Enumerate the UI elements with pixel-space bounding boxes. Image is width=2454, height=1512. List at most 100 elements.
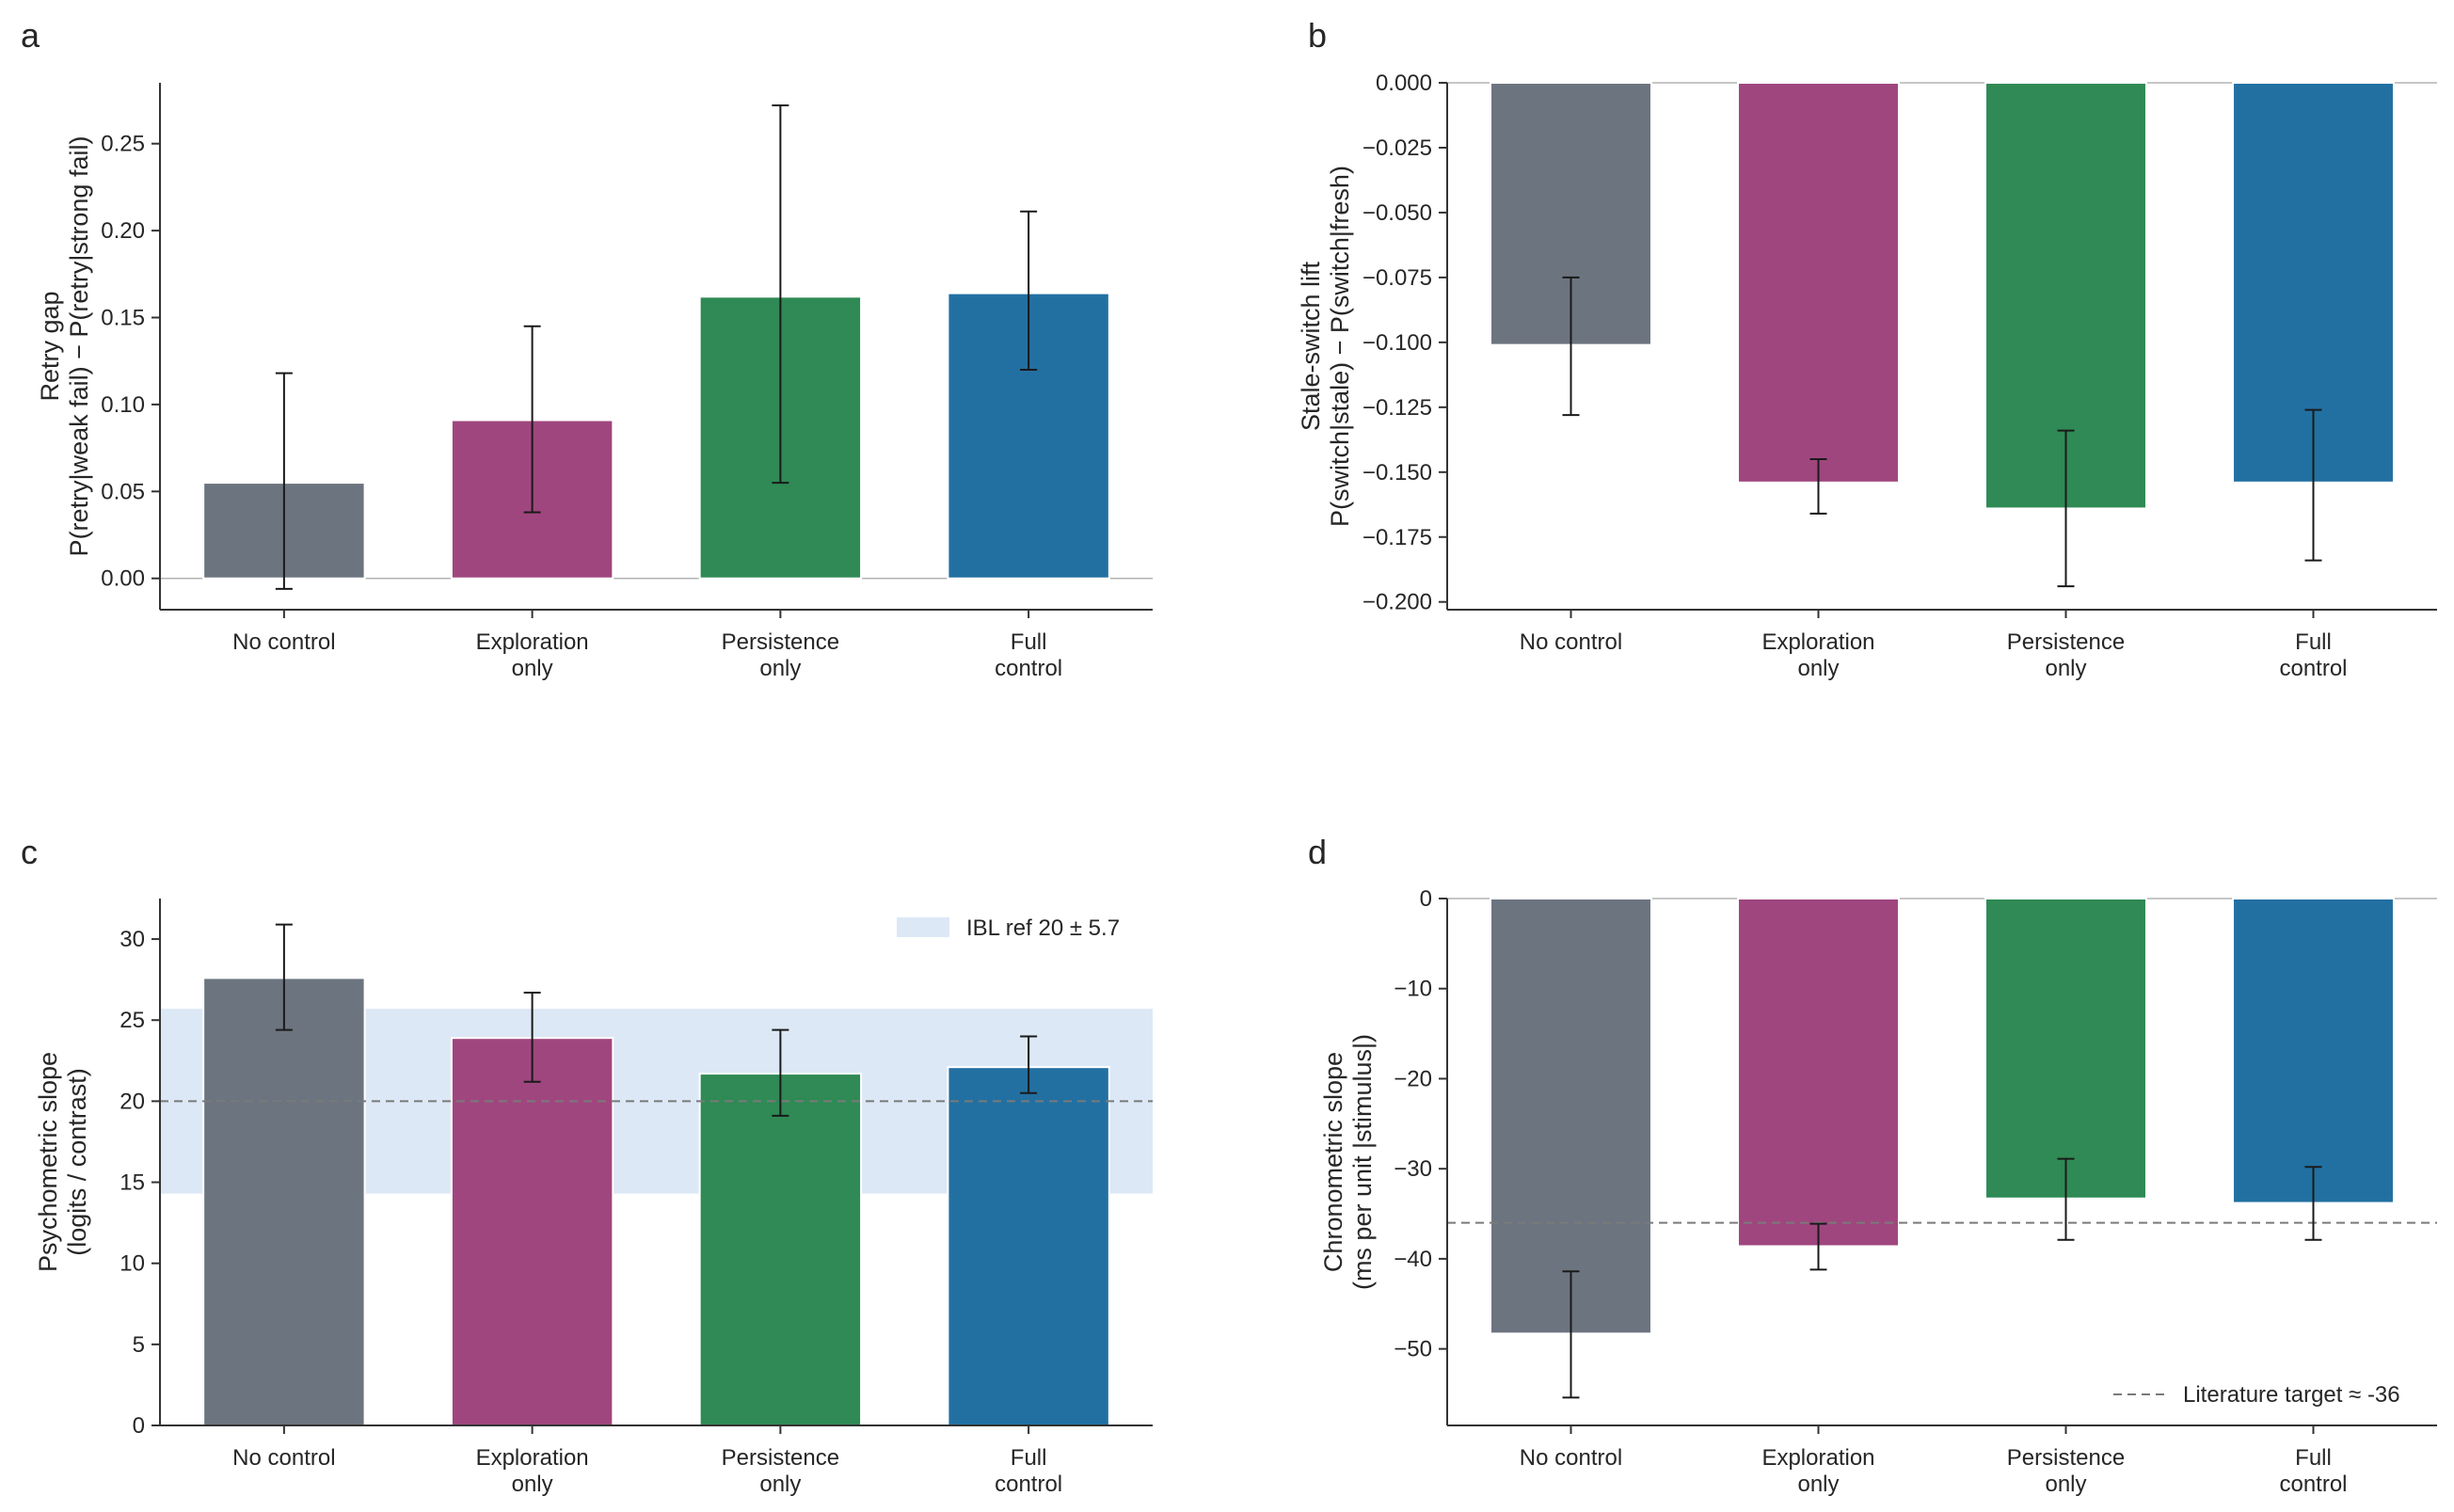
x-tick-label: Full control — [2279, 1445, 2347, 1497]
x-tick-label: Full control — [995, 629, 1062, 681]
x-tick-label-line: Persistence — [722, 1445, 839, 1471]
y-tick-label: 0 — [1420, 886, 1432, 912]
x-tick-label-line: Exploration — [1761, 1445, 1874, 1471]
x-tick-label: No control — [232, 1445, 335, 1471]
bar — [1490, 898, 1652, 1335]
x-tick-label-line: Full — [1011, 629, 1047, 655]
legend-swatch — [897, 917, 949, 937]
y-tick-label: 15 — [120, 1170, 145, 1196]
panel-letter: c — [21, 833, 38, 871]
y-tick-label: 0.05 — [101, 479, 145, 504]
x-tick-label-line: No control — [232, 1445, 335, 1471]
y-tick-label: −30 — [1394, 1156, 1432, 1182]
x-tick-label-line: only — [1797, 656, 1839, 681]
x-tick-label-line: No control — [232, 629, 335, 655]
y-axis-label: Chronometric slope(ms per unit |stimulus… — [1319, 1034, 1377, 1290]
x-tick-label: No control — [1520, 629, 1622, 655]
y-tick-label: −0.050 — [1362, 200, 1432, 226]
y-axis-label-line: Chronometric slope — [1319, 1052, 1347, 1272]
y-tick-label: −20 — [1394, 1066, 1432, 1091]
y-axis-label: Psychometric slope(logits / contrast) — [34, 1052, 91, 1272]
error-bar — [1809, 458, 1827, 515]
y-axis-label: Retry gapP(retry|weak fail) − P(retry|st… — [36, 136, 93, 557]
bar — [2232, 898, 2395, 1204]
x-tick-label: Full control — [2279, 629, 2347, 681]
y-axis-label-line: Stale-switch lift — [1297, 261, 1325, 431]
y-tick-label: −0.175 — [1362, 525, 1432, 550]
x-tick-label-line: only — [2045, 656, 2086, 681]
y-tick-label: 0 — [133, 1413, 145, 1439]
y-tick-label: −10 — [1394, 977, 1432, 1002]
x-tick-label-line: Persistence — [2007, 629, 2125, 655]
x-tick-label-line: Exploration — [476, 629, 589, 655]
legend-label: Literature target ≈ -36 — [2183, 1382, 2400, 1408]
x-tick-label-line: control — [2279, 656, 2347, 681]
bar — [1737, 82, 1900, 484]
y-axis-label-line: P(retry|weak fail) − P(retry|strong fail… — [65, 136, 93, 557]
y-tick-label: 0.10 — [101, 392, 145, 418]
x-tick-label: Persistence only — [2007, 629, 2125, 681]
error-bar — [2057, 1157, 2075, 1241]
x-tick-label-line: No control — [1520, 1445, 1622, 1471]
panel-letter: b — [1308, 16, 1327, 55]
x-tick-label-line: control — [995, 1472, 1062, 1497]
x-tick-label-line: only — [512, 1472, 553, 1497]
y-axis-label-line: Retry gap — [36, 291, 64, 401]
x-tick-label-line: No control — [1520, 629, 1622, 655]
y-tick-label: −50 — [1394, 1337, 1432, 1362]
bar — [202, 977, 366, 1427]
x-tick-label-line: only — [759, 1472, 801, 1497]
y-tick-label: 30 — [120, 927, 145, 952]
x-tick-label-line: Full — [1011, 1445, 1047, 1471]
legend: IBL ref 20 ± 5.7 — [897, 915, 1120, 941]
error-bar — [1809, 1222, 1827, 1271]
y-tick-label: 0.15 — [101, 306, 145, 331]
error-bar — [275, 372, 293, 590]
y-tick-label: 0.00 — [101, 566, 145, 592]
x-tick-label: No control — [232, 629, 335, 655]
y-axis-label-line: (logits / contrast) — [63, 1068, 91, 1256]
panel-b: b 0.000 −0.025 −0.050 −0.075 −0.100 −0.125 −0.1… — [1297, 16, 2437, 681]
x-tick-label-line: Persistence — [722, 629, 839, 655]
error-bar — [1020, 210, 1038, 371]
bar — [450, 1037, 614, 1426]
y-axis-label-line: (ms per unit |stimulus|) — [1348, 1034, 1377, 1290]
y-tick-label: −0.125 — [1362, 395, 1432, 421]
y-tick-label: 0.25 — [101, 132, 145, 157]
error-bar — [2057, 429, 2075, 588]
legend-label: IBL ref 20 ± 5.7 — [966, 915, 1120, 941]
y-tick-label: 0.000 — [1376, 71, 1432, 96]
error-bar — [1562, 276, 1580, 417]
x-tick-label: Persistence only — [722, 629, 839, 681]
error-bar — [523, 991, 541, 1083]
x-tick-label-line: control — [2279, 1472, 2347, 1497]
error-bar — [772, 104, 789, 485]
y-tick-label: −0.200 — [1362, 590, 1432, 615]
x-tick-label-line: Exploration — [476, 1445, 589, 1471]
x-tick-label-line: only — [2045, 1472, 2086, 1497]
error-bar — [523, 325, 541, 514]
x-tick-label: Persistence only — [2007, 1445, 2125, 1497]
x-tick-label-line: only — [512, 656, 553, 681]
x-tick-label: Exploration only — [1761, 1445, 1874, 1497]
x-tick-label: Exploration only — [476, 629, 589, 681]
panel-a: a 0.00 0.05 0.10 0.15 0.20 0.25 No control Explo… — [21, 16, 1153, 681]
x-tick-label: Full control — [995, 1445, 1062, 1497]
x-tick-label-line: Exploration — [1761, 629, 1874, 655]
x-tick-label: Exploration only — [1761, 629, 1874, 681]
error-bar — [1020, 1035, 1038, 1094]
panel-letter: a — [21, 16, 40, 55]
x-tick-label-line: Persistence — [2007, 1445, 2125, 1471]
error-bar — [2304, 1166, 2322, 1241]
y-tick-label: 25 — [120, 1008, 145, 1033]
y-tick-label: 20 — [120, 1089, 145, 1114]
bar — [698, 1073, 863, 1426]
x-tick-label: No control — [1520, 1445, 1622, 1471]
y-axis-label: Stale-switch liftP(switch|stale) − P(swi… — [1297, 166, 1354, 527]
y-axis-label-line: P(switch|stale) − P(switch|fresh) — [1326, 166, 1354, 527]
x-tick-label-line: control — [995, 656, 1062, 681]
bar — [1984, 898, 2147, 1200]
error-bar — [2304, 408, 2322, 562]
